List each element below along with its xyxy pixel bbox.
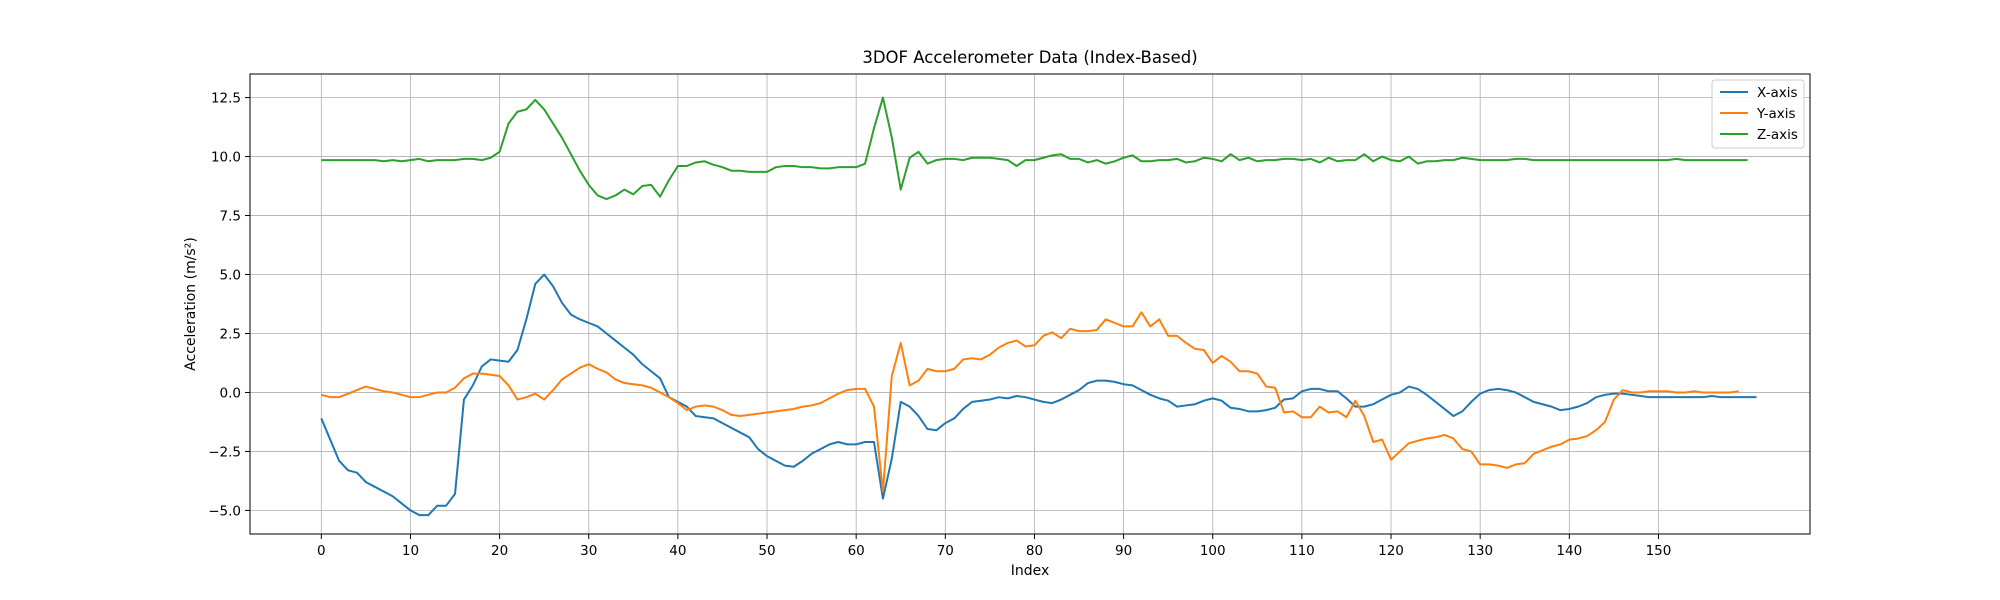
x-tick-label: 20 xyxy=(491,543,508,559)
x-tick-label: 100 xyxy=(1200,543,1226,559)
x-tick-label: 70 xyxy=(937,543,954,559)
y-tick-label: −5.0 xyxy=(208,503,241,519)
x-tick-label: 30 xyxy=(580,543,597,559)
legend-entry: Y-axis xyxy=(1756,106,1796,122)
grid xyxy=(250,74,1810,534)
series-line-y-axis xyxy=(321,311,1739,493)
legend-box xyxy=(1711,79,1805,149)
chart-title: 3DOF Accelerometer Data (Index-Based) xyxy=(862,48,1197,67)
x-tick-label: 90 xyxy=(1115,543,1132,559)
x-tick-label: 120 xyxy=(1378,543,1404,559)
x-tick-label: 80 xyxy=(1026,543,1043,559)
y-tick-label: 0.0 xyxy=(220,385,241,401)
x-tick-label: 40 xyxy=(669,543,686,559)
x-tick-label: 130 xyxy=(1467,543,1493,559)
y-tick-label: −2.5 xyxy=(208,444,241,460)
y-axis: −5.0 −2.5 0.0 2.5 5.0 7.5 10.0 12.5 xyxy=(208,91,250,519)
legend-entry: X-axis xyxy=(1757,85,1798,101)
y-tick-label: 10.0 xyxy=(211,150,241,166)
series-layer xyxy=(320,96,1757,517)
legend: X-axis Y-axis Z-axis xyxy=(1711,79,1805,149)
x-tick-label: 140 xyxy=(1556,543,1582,559)
series-line-x-axis xyxy=(320,273,1757,517)
x-tick-label: 0 xyxy=(317,543,326,559)
legend-entry: Z-axis xyxy=(1757,127,1798,143)
y-tick-label: 12.5 xyxy=(211,91,241,107)
x-tick-label: 10 xyxy=(402,543,419,559)
x-tick-label: 150 xyxy=(1646,543,1672,559)
series-line-z-axis xyxy=(321,96,1748,201)
y-tick-label: 5.0 xyxy=(220,268,241,284)
y-tick-label: 2.5 xyxy=(220,326,241,342)
x-tick-label: 110 xyxy=(1289,543,1315,559)
y-axis-label: Acceleration (m/s²) xyxy=(183,237,199,371)
x-axis-label: Index xyxy=(1011,563,1050,579)
x-tick-label: 50 xyxy=(758,543,775,559)
x-tick-label: 60 xyxy=(848,543,865,559)
y-tick-label: 7.5 xyxy=(220,209,241,225)
x-axis: 0 10 20 30 40 50 60 70 80 90 100 110 120 130 140 150 xyxy=(317,534,1671,559)
plot-area-frame xyxy=(249,73,1811,535)
